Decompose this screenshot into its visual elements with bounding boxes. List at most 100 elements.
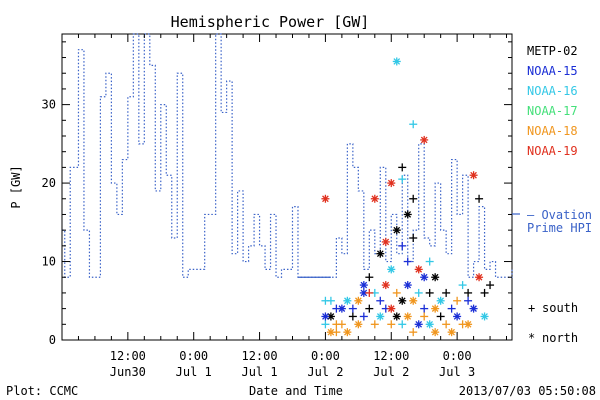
south-point bbox=[348, 304, 357, 313]
north-point bbox=[354, 296, 363, 305]
footer-plot-label: Plot: CCMC bbox=[6, 384, 78, 398]
south-point bbox=[398, 175, 407, 184]
south-point bbox=[409, 194, 418, 203]
south-point bbox=[436, 312, 445, 321]
ovation-series bbox=[62, 33, 513, 278]
north-point bbox=[387, 179, 396, 188]
south-point bbox=[326, 296, 335, 305]
north-point bbox=[409, 296, 418, 305]
north-point bbox=[359, 288, 368, 297]
legend-item: NOAA-19 bbox=[527, 144, 578, 158]
north-point bbox=[425, 320, 434, 329]
north-point bbox=[403, 281, 412, 290]
south-point bbox=[453, 296, 462, 305]
south-point bbox=[321, 320, 330, 329]
north-point bbox=[453, 312, 462, 321]
x-axis-label: Date and Time bbox=[249, 384, 343, 398]
north-point bbox=[431, 273, 440, 282]
north-marker-symbol: * bbox=[528, 331, 535, 345]
north-point bbox=[343, 296, 352, 305]
legend: METP-02 NOAA-15 NOAA-16 NOAA-17 NOAA-18 NOAA-… bbox=[527, 44, 578, 158]
north-point bbox=[381, 237, 390, 246]
north-point bbox=[447, 328, 456, 337]
south-marker-symbol: + bbox=[528, 301, 535, 315]
north-point bbox=[321, 312, 330, 321]
north-point bbox=[464, 320, 473, 329]
legend-item: NOAA-15 bbox=[527, 64, 578, 78]
north-point bbox=[326, 328, 335, 337]
south-point bbox=[486, 281, 495, 290]
south-marker-label: south bbox=[542, 301, 578, 315]
south-point bbox=[332, 328, 341, 337]
north-point bbox=[403, 312, 412, 321]
x-tick-label-time: 0:00 bbox=[311, 349, 340, 363]
south-point bbox=[425, 288, 434, 297]
south-point bbox=[409, 328, 418, 337]
north-point bbox=[414, 320, 423, 329]
legend-item: NOAA-17 bbox=[527, 104, 578, 118]
south-point bbox=[409, 234, 418, 242]
north-point bbox=[387, 265, 396, 274]
south-point bbox=[365, 304, 374, 313]
ovation-line bbox=[62, 33, 513, 278]
ovation-legend-label: Prime HPI bbox=[527, 221, 592, 235]
south-point bbox=[387, 320, 396, 329]
south-point bbox=[332, 304, 341, 313]
legend-item: NOAA-16 bbox=[527, 84, 578, 98]
south-point bbox=[458, 281, 467, 290]
south-point bbox=[392, 288, 401, 297]
north-point bbox=[431, 304, 440, 313]
y-axis-label: P [GW] bbox=[9, 165, 23, 208]
south-point bbox=[359, 312, 368, 321]
plot-frame bbox=[61, 33, 513, 341]
south-point bbox=[398, 241, 407, 250]
south-point bbox=[442, 320, 451, 329]
north-point bbox=[381, 281, 390, 290]
north-point bbox=[469, 304, 478, 313]
north-point bbox=[469, 171, 478, 180]
north-point bbox=[354, 320, 363, 329]
x-tick-label-date: Jul 3 bbox=[439, 365, 475, 379]
south-point bbox=[365, 288, 374, 297]
ovation-legend-label: — Ovation bbox=[527, 208, 592, 222]
y-tick-label: 10 bbox=[42, 255, 56, 269]
south-point bbox=[398, 163, 407, 172]
south-point bbox=[464, 288, 473, 297]
south-point bbox=[398, 320, 407, 329]
legend-item: NOAA-18 bbox=[527, 124, 578, 138]
south-point bbox=[420, 304, 429, 313]
y-tick-label: 20 bbox=[42, 176, 56, 190]
north-point bbox=[387, 304, 396, 313]
north-point bbox=[392, 226, 401, 235]
south-point bbox=[420, 312, 429, 321]
y-tick-label: 30 bbox=[42, 98, 56, 112]
south-point bbox=[447, 304, 456, 313]
x-tick-label-time: 12:00 bbox=[110, 349, 146, 363]
south-point bbox=[376, 296, 385, 305]
x-tick-label-date: Jul 2 bbox=[373, 365, 409, 379]
south-point bbox=[365, 273, 374, 282]
north-point bbox=[480, 312, 489, 321]
south-point bbox=[370, 320, 379, 329]
x-tick-label-date: Jul 2 bbox=[307, 365, 343, 379]
legend-item: METP-02 bbox=[527, 44, 578, 58]
north-point bbox=[420, 135, 429, 144]
north-point bbox=[321, 194, 330, 203]
south-point bbox=[348, 312, 357, 321]
north-point bbox=[376, 312, 385, 321]
south-point bbox=[464, 296, 473, 305]
south-point bbox=[442, 288, 451, 297]
north-point bbox=[392, 57, 401, 66]
y-tick-label: 0 bbox=[49, 333, 56, 347]
north-point bbox=[475, 273, 484, 282]
x-tick-label-time: 0:00 bbox=[179, 349, 208, 363]
north-point bbox=[376, 249, 385, 258]
north-point bbox=[392, 312, 401, 321]
south-point bbox=[480, 288, 489, 297]
north-point bbox=[436, 296, 445, 305]
south-point bbox=[475, 194, 484, 203]
x-tick-label-time: 12:00 bbox=[241, 349, 277, 363]
x-tick-label-time: 0:00 bbox=[443, 349, 472, 363]
x-tick-label-date: Jul 1 bbox=[241, 365, 277, 379]
